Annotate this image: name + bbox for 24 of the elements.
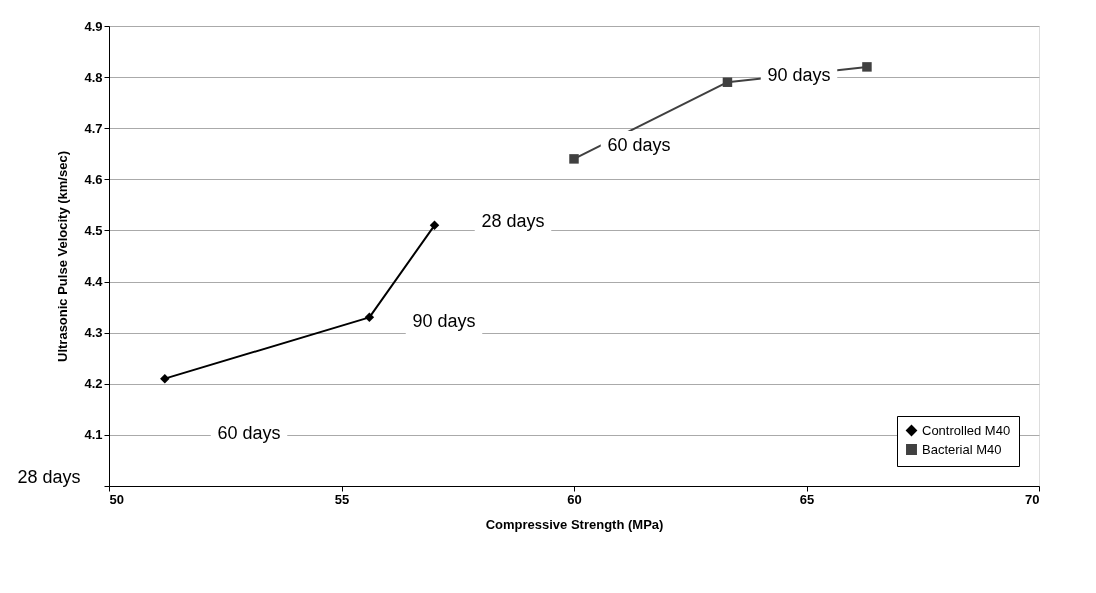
y-tick-label: 4.6 <box>84 171 103 187</box>
y-tick-label: 4.9 <box>84 18 103 34</box>
x-tick-label: 70 <box>1025 491 1040 507</box>
x-tick-label: 60 <box>567 491 582 507</box>
annotation: 28 days <box>481 211 545 231</box>
y-axis-title: Ultrasonic Pulse Velocity (km/sec) <box>55 151 71 362</box>
x-tick-label: 50 <box>109 491 124 507</box>
x-tick-label: 55 <box>334 491 350 507</box>
text: 28 days <box>17 467 81 487</box>
y-tick-label: 4.1 <box>84 427 103 443</box>
x-tick-label: 65 <box>799 491 815 507</box>
legend-label: Bacterial M40 <box>922 441 1002 457</box>
annotation: 60 days <box>607 135 671 155</box>
annotation: 90 days <box>412 311 476 331</box>
y-tick-label: 4.4 <box>84 274 104 290</box>
y-tick-label: 4.5 <box>84 222 103 238</box>
legend-label: Controlled M40 <box>922 422 1011 438</box>
y-tick-label: 4.2 <box>84 376 103 392</box>
x-axis-title: Compressive Strength (MPa) <box>485 516 664 532</box>
y-tick-label: 4.3 <box>84 325 103 341</box>
y-tick-label: 4.7 <box>84 120 103 136</box>
annotation: 60 days <box>217 423 281 443</box>
y-tick-label: 4.8 <box>84 69 103 85</box>
annotation: 90 days <box>767 65 831 85</box>
